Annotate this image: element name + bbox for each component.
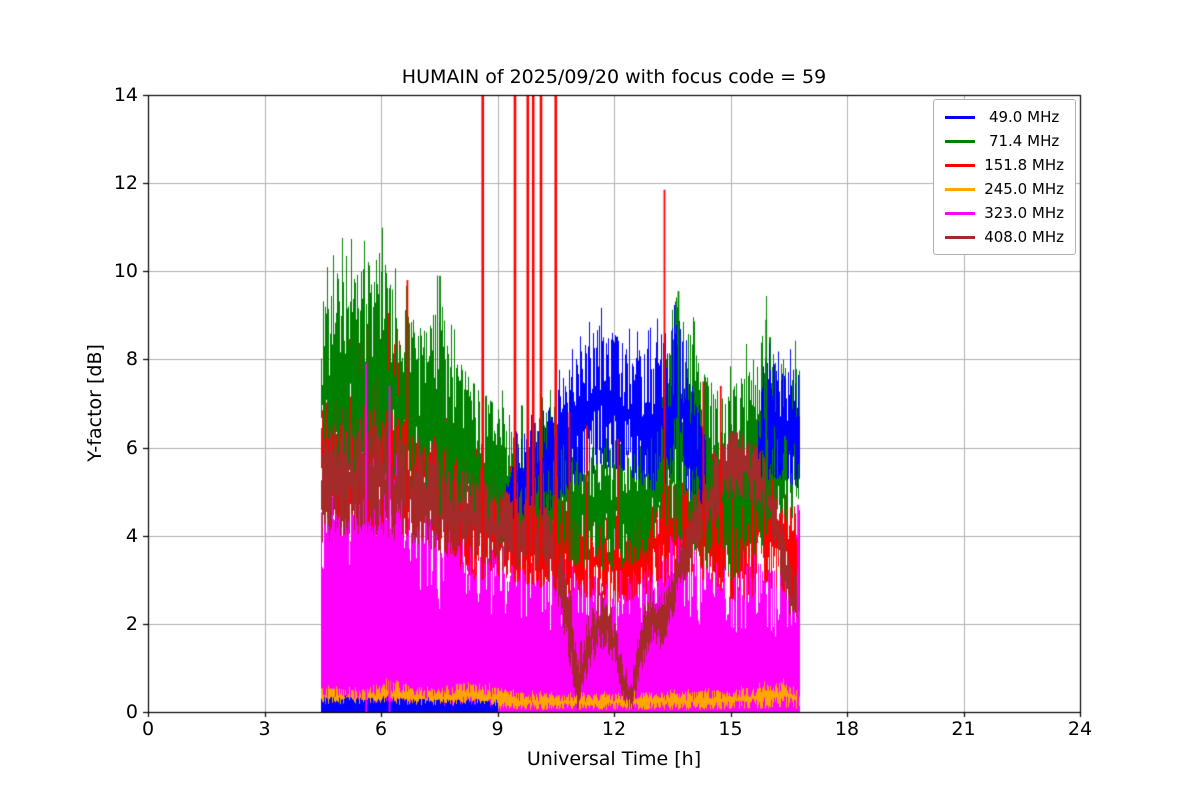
y-tick-label: 2 [125,612,138,635]
x-tick-label: 6 [374,718,388,740]
x-tick-label: 21 [951,718,976,740]
legend-line-sample [945,187,976,191]
y-tick-label: 12 [113,172,138,195]
legend-line-sample [945,163,976,167]
chart-title: HUMAIN of 2025/09/20 with focus code = 5… [401,66,827,88]
x-tick-label: 12 [601,718,627,740]
y-tick-label: 6 [125,436,138,459]
y-tick-label: 0 [125,701,138,723]
x-tick-label: 18 [834,718,860,740]
y-tick-label: 4 [125,524,138,547]
legend-item: 151.8 MHz [945,156,1064,174]
y-tick-label: 10 [113,260,138,283]
y-tick-label: 8 [125,348,138,371]
x-tick-label: 9 [491,718,504,740]
legend-line-sample [945,235,976,239]
legend: 49.0 MHz 71.4 MHz 151.8 MHz 245.0 MHz 323.0… [933,99,1076,255]
x-tick-label: 24 [1067,718,1093,740]
x-tick-label: 0 [141,718,155,740]
legend-line-sample [945,139,976,143]
legend-item: 71.4 MHz [945,132,1064,150]
x-tick-label: 15 [718,718,743,740]
legend-item: 408.0 MHz [945,228,1064,246]
legend-line-sample [945,211,976,215]
legend-label: 245.0 MHz [984,180,1064,198]
y-tick-label: 14 [113,84,138,106]
x-tick-label: 3 [258,718,271,740]
legend-item: 49.0 MHz [945,108,1064,126]
legend-label: 71.4 MHz [984,132,1060,150]
legend-item: 245.0 MHz [945,180,1064,198]
legend-label: 323.0 MHz [984,204,1064,222]
x-axis-label: Universal Time [h] [526,748,702,770]
legend-line-sample [945,115,976,119]
y-axis-label: Y-factor [dB] [84,344,106,462]
legend-label: 151.8 MHz [984,156,1064,174]
legend-label: 49.0 MHz [984,108,1060,126]
legend-item: 323.0 MHz [945,204,1064,222]
legend-label: 408.0 MHz [984,228,1064,246]
